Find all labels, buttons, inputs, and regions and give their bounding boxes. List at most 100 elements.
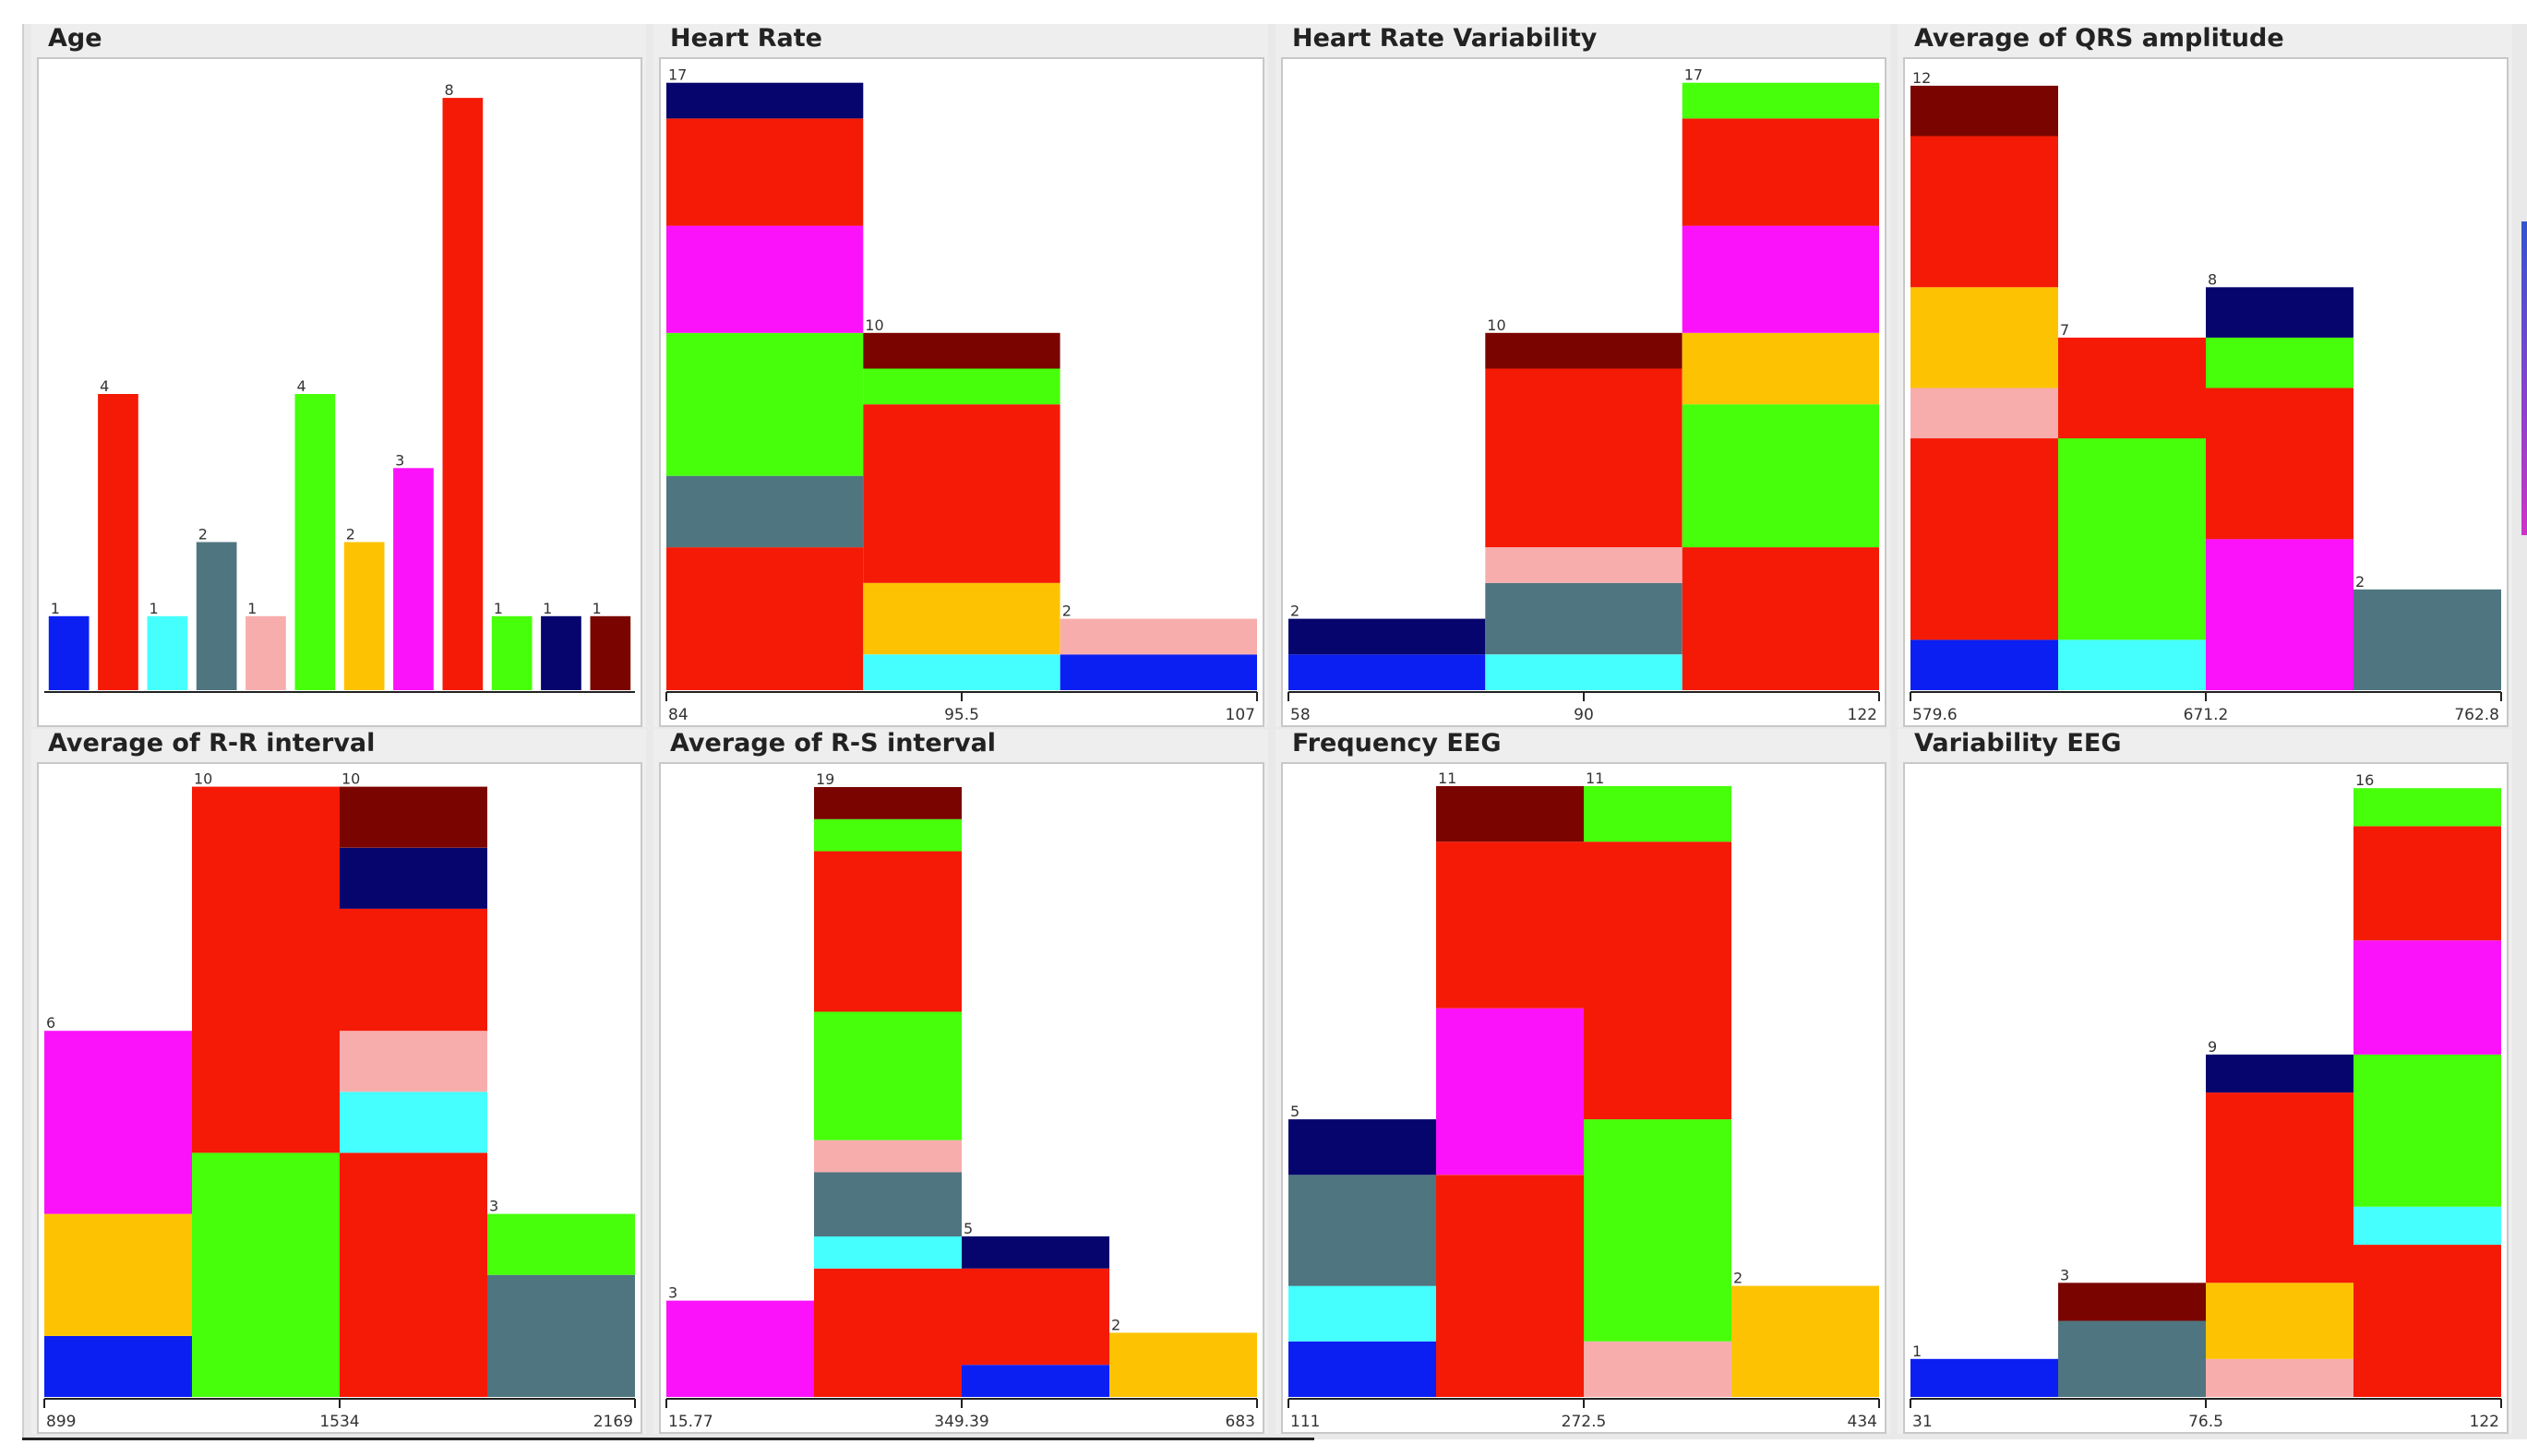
bar-count-label: 7 (2060, 321, 2069, 339)
bar-segment (2353, 1245, 2501, 1397)
bar-count-label: 4 (297, 377, 306, 395)
bar-segment (2353, 826, 2501, 941)
bar-segment (1288, 654, 1486, 690)
bar-segment (1485, 332, 1683, 369)
x-tick-label: 111 (1290, 1413, 1320, 1431)
panel-heart-rate: Heart Rate 17 10 2 84 95.5 107 (653, 24, 1268, 727)
bar-segment (1910, 639, 2058, 690)
bar-count-label: 9 (2208, 1038, 2217, 1056)
bar-segment (1731, 1285, 1879, 1397)
bar-segment (1288, 618, 1486, 655)
bar-segment (2206, 388, 2353, 540)
bar-segment (1485, 547, 1683, 583)
bar-count-label: 3 (668, 1284, 677, 1302)
x-tick-label: 683 (1226, 1413, 1255, 1431)
bar-segment (666, 475, 864, 548)
bar-segment (666, 332, 864, 476)
bar-segment (2206, 1358, 2353, 1397)
x-tick-label: 122 (1848, 706, 1877, 724)
bar-segment (44, 1031, 192, 1214)
bar-segment (1584, 841, 1731, 1120)
chart-svg: 3 19 5 2 15.77 349.39 683 (665, 770, 1258, 1431)
x-tick-label: 122 (2470, 1413, 2499, 1431)
bar-segment (442, 98, 484, 691)
bar-segment (2058, 1320, 2206, 1397)
x-tick-label: 1534 (319, 1413, 359, 1431)
bar-segment (2206, 337, 2353, 388)
bar-segment (1910, 287, 2058, 388)
panel-title: Heart Rate (670, 24, 822, 53)
bar-segment (814, 818, 962, 852)
x-tick-label: 349.39 (934, 1413, 988, 1431)
bar-segment (487, 1213, 635, 1275)
bar-segment (1682, 225, 1879, 333)
bar-segment (814, 1268, 962, 1397)
bar-segment (1584, 1119, 1731, 1342)
x-tick-label: 671.2 (2184, 706, 2229, 724)
plot-area: 12 7 8 2 579.6 671.2 762.8 (1903, 57, 2509, 727)
x-tick-label: 579.6 (1912, 706, 1958, 724)
bar-segment (1682, 547, 1879, 690)
bar-count-label: 5 (964, 1220, 973, 1237)
bar-segment (1682, 404, 1879, 548)
panel-qrs-amplitude: Average of QRS amplitude 12 7 8 2 579.6 671.2… (1898, 24, 2512, 727)
bar-count-label: 17 (1684, 66, 1703, 84)
bar-count-label: 1 (247, 600, 257, 617)
bar-segment (863, 332, 1060, 369)
chart-svg: 5 11 11 2 111 272.5 434 (1287, 770, 1880, 1431)
panel-title: Average of R-R interval (48, 729, 376, 758)
panel-title: Frequency EEG (1292, 729, 1502, 758)
panel-title: Average of QRS amplitude (1914, 24, 2284, 53)
bar-count-label: 5 (1290, 1103, 1299, 1120)
bar-segment (294, 394, 336, 690)
panel-frequency-eeg: Frequency EEG 5 11 11 2 111 272.5 434 (1275, 729, 1890, 1434)
bar-segment (2353, 940, 2501, 1055)
window-bottom-rule (22, 1438, 1314, 1440)
chart-svg: 12 7 8 2 579.6 671.2 762.8 (1910, 69, 2502, 724)
bar-segment (590, 615, 631, 690)
bar-count-label: 3 (395, 451, 404, 469)
bar-segment (2058, 639, 2206, 690)
bar-count-label: 1 (51, 600, 60, 617)
bar-segment (1485, 582, 1683, 655)
x-tick-label: 95.5 (944, 706, 979, 724)
panel-heart-rate-variability: Heart Rate Variability 2 10 17 58 90 122 (1275, 24, 1890, 727)
plot-area: 2 10 17 58 90 122 (1281, 57, 1886, 727)
bar-segment (1910, 438, 2058, 640)
x-tick-label: 76.5 (2188, 1413, 2223, 1431)
bar-count-label: 8 (445, 81, 454, 99)
bar-count-label: 10 (194, 770, 212, 788)
plot-area: 3 19 5 2 15.77 349.39 683 (659, 762, 1264, 1434)
panel-variability-eeg: Variability EEG 1 3 9 16 31 76.5 122 (1898, 729, 2512, 1434)
bar-count-label: 2 (1111, 1316, 1120, 1333)
bar-segment (1910, 388, 2058, 439)
bar-segment (1436, 1008, 1584, 1176)
bar-segment (196, 542, 237, 690)
bar-count-label: 11 (1438, 770, 1456, 787)
bar-count-label: 1 (494, 600, 503, 617)
bar-segment (487, 1274, 635, 1397)
bar-segment (2206, 1054, 2353, 1093)
x-tick-label: 84 (668, 706, 689, 724)
plot-area: 1 4 1 2 1 4 2 3 8 1 1 1 (37, 57, 642, 727)
bar-segment (1682, 332, 1879, 405)
bar-count-label: 2 (1290, 603, 1299, 620)
bar-count-label: 1 (150, 600, 159, 617)
window-edge-strip (2521, 221, 2527, 535)
x-tick-label: 434 (1848, 1413, 1877, 1431)
bar-segment (1060, 618, 1257, 655)
bar-count-label: 16 (2355, 771, 2374, 789)
bar-count-label: 3 (2060, 1266, 2069, 1283)
bar-count-label: 10 (341, 770, 360, 788)
plot-area: 5 11 11 2 111 272.5 434 (1281, 762, 1886, 1434)
bar-segment (2206, 1283, 2353, 1359)
panel-title: Average of R-S interval (670, 729, 997, 758)
bar-segment (1288, 1341, 1436, 1397)
panel-title: Variability EEG (1914, 729, 2122, 758)
bar-segment (340, 847, 487, 909)
chart-svg: 1 3 9 16 31 76.5 122 (1910, 771, 2502, 1431)
bar-segment (2058, 438, 2206, 640)
bar-segment (2353, 589, 2501, 690)
bar-segment (1436, 841, 1584, 1008)
bar-segment (340, 1092, 487, 1153)
